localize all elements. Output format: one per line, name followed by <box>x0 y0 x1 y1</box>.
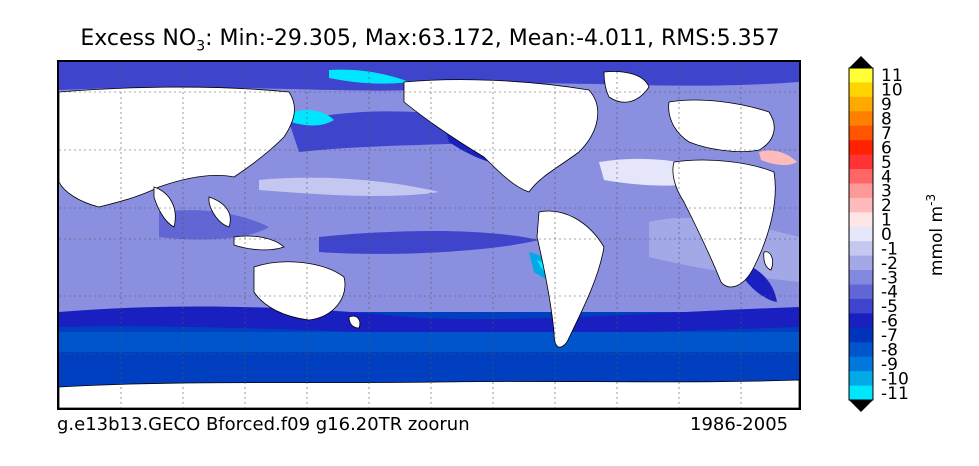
colorbar-segment <box>849 284 873 300</box>
indonesia-land <box>233 235 285 251</box>
southern-ocean-belt <box>59 332 799 352</box>
colorbar-segment <box>849 241 873 257</box>
map-title: Excess NO3: Min:-29.305, Max:63.172, Mea… <box>0 26 860 54</box>
greenland-land <box>603 71 650 103</box>
colorbar-tick-label: -8 <box>881 340 898 360</box>
colorbar-tick-label: 6 <box>881 138 892 158</box>
colorbar-tick-label: -10 <box>881 369 909 389</box>
colorbar-segment <box>849 255 873 271</box>
colorbar-tick-label: 11 <box>881 66 903 86</box>
colorbar-tick-label: -5 <box>881 297 898 317</box>
colorbar-segment <box>849 385 873 401</box>
colorbar-segment <box>849 111 873 127</box>
colorbar-tick-label: 2 <box>881 196 892 216</box>
colorbar-segment <box>849 226 873 242</box>
colorbar-over-triangle <box>849 56 873 68</box>
colorbar-segment <box>849 82 873 98</box>
colorbar-segment <box>849 140 873 156</box>
colorbar-segment <box>849 212 873 228</box>
title-subscript: 3 <box>196 38 206 55</box>
colorbar-tick-label: -2 <box>881 254 898 274</box>
colorbar-tick-label: 5 <box>881 153 892 173</box>
colorbar-tick-label: -3 <box>881 268 898 288</box>
svg-text:mmol m-3: mmol m-3 <box>924 194 947 276</box>
map-panel <box>57 60 801 410</box>
subtropical-pacific-light <box>259 177 439 196</box>
indian-ocean-band <box>159 210 269 240</box>
colorbar-segment <box>849 371 873 387</box>
unit-text: mmol m <box>927 206 947 276</box>
arctic-cyan-patch <box>289 110 334 126</box>
mediterranean-positive <box>759 150 797 166</box>
colorbar-segment <box>849 68 873 83</box>
antarctica-land <box>59 379 799 408</box>
colorbar-segment <box>849 270 873 286</box>
colorbar-tick-label: 9 <box>881 95 892 115</box>
colorbar-segment <box>849 356 873 372</box>
madagascar-land <box>763 251 773 271</box>
colorbar-segment <box>849 183 873 199</box>
colorbar-segment <box>849 327 873 343</box>
colorbar-tick-label: 1 <box>881 211 892 231</box>
colorbar-segment <box>849 154 873 170</box>
colorbar-segment <box>849 96 873 112</box>
colorbar-segment <box>849 125 873 141</box>
colorbar-tick-label: 3 <box>881 182 892 202</box>
southern-ocean-front <box>59 306 799 335</box>
colorbar-tick-label: 8 <box>881 110 892 130</box>
colorbar-tick-label: -11 <box>881 384 909 404</box>
colorbar-tick-label: -1 <box>881 239 898 259</box>
run-label: g.e13b13.GECO Bforced.f09 g16.20TR zooru… <box>57 414 470 435</box>
colorbar-tick-label: 7 <box>881 124 892 144</box>
map-gridlines <box>59 62 799 408</box>
new-zealand-land <box>348 315 361 329</box>
period-label: 1986-2005 <box>690 414 789 435</box>
south-america-land <box>536 210 605 348</box>
unit-superscript: -3 <box>924 194 938 206</box>
eurasia-land <box>59 86 295 208</box>
title-prefix: Excess NO <box>80 26 197 51</box>
australia-land <box>253 261 346 321</box>
equatorial-pacific-dark <box>319 231 539 254</box>
colorbar-tick-label: -9 <box>881 355 898 375</box>
land-masses <box>59 71 799 408</box>
colorbar-segment <box>849 298 873 314</box>
colorbar-tick-label: -6 <box>881 312 898 332</box>
colorbar-segment <box>849 169 873 184</box>
colorbar-tick-label: 4 <box>881 167 892 187</box>
africa-land <box>672 159 776 288</box>
colorbar-tick-label: -7 <box>881 326 898 346</box>
colorbar-segment <box>849 342 873 358</box>
colorbar-tick-label: -4 <box>881 283 898 303</box>
colorbar-segment <box>849 313 873 329</box>
title-stats: : Min:-29.305, Max:63.172, Mean:-4.011, … <box>205 26 780 51</box>
colorbar-tick-label: 0 <box>881 225 892 245</box>
colorbar-unit-label: mmol m-3 <box>924 194 947 276</box>
india-land <box>153 186 176 228</box>
colorbar-segments <box>849 68 873 401</box>
colorbar-outline <box>848 67 874 401</box>
colorbar-under-triangle <box>849 400 873 412</box>
colorbar-tick-label: 10 <box>881 81 903 101</box>
arctic-shelf-patch <box>329 69 409 84</box>
ocean-field-map <box>59 62 799 408</box>
colorbar-segment <box>849 197 873 213</box>
north-america-land <box>403 79 598 193</box>
